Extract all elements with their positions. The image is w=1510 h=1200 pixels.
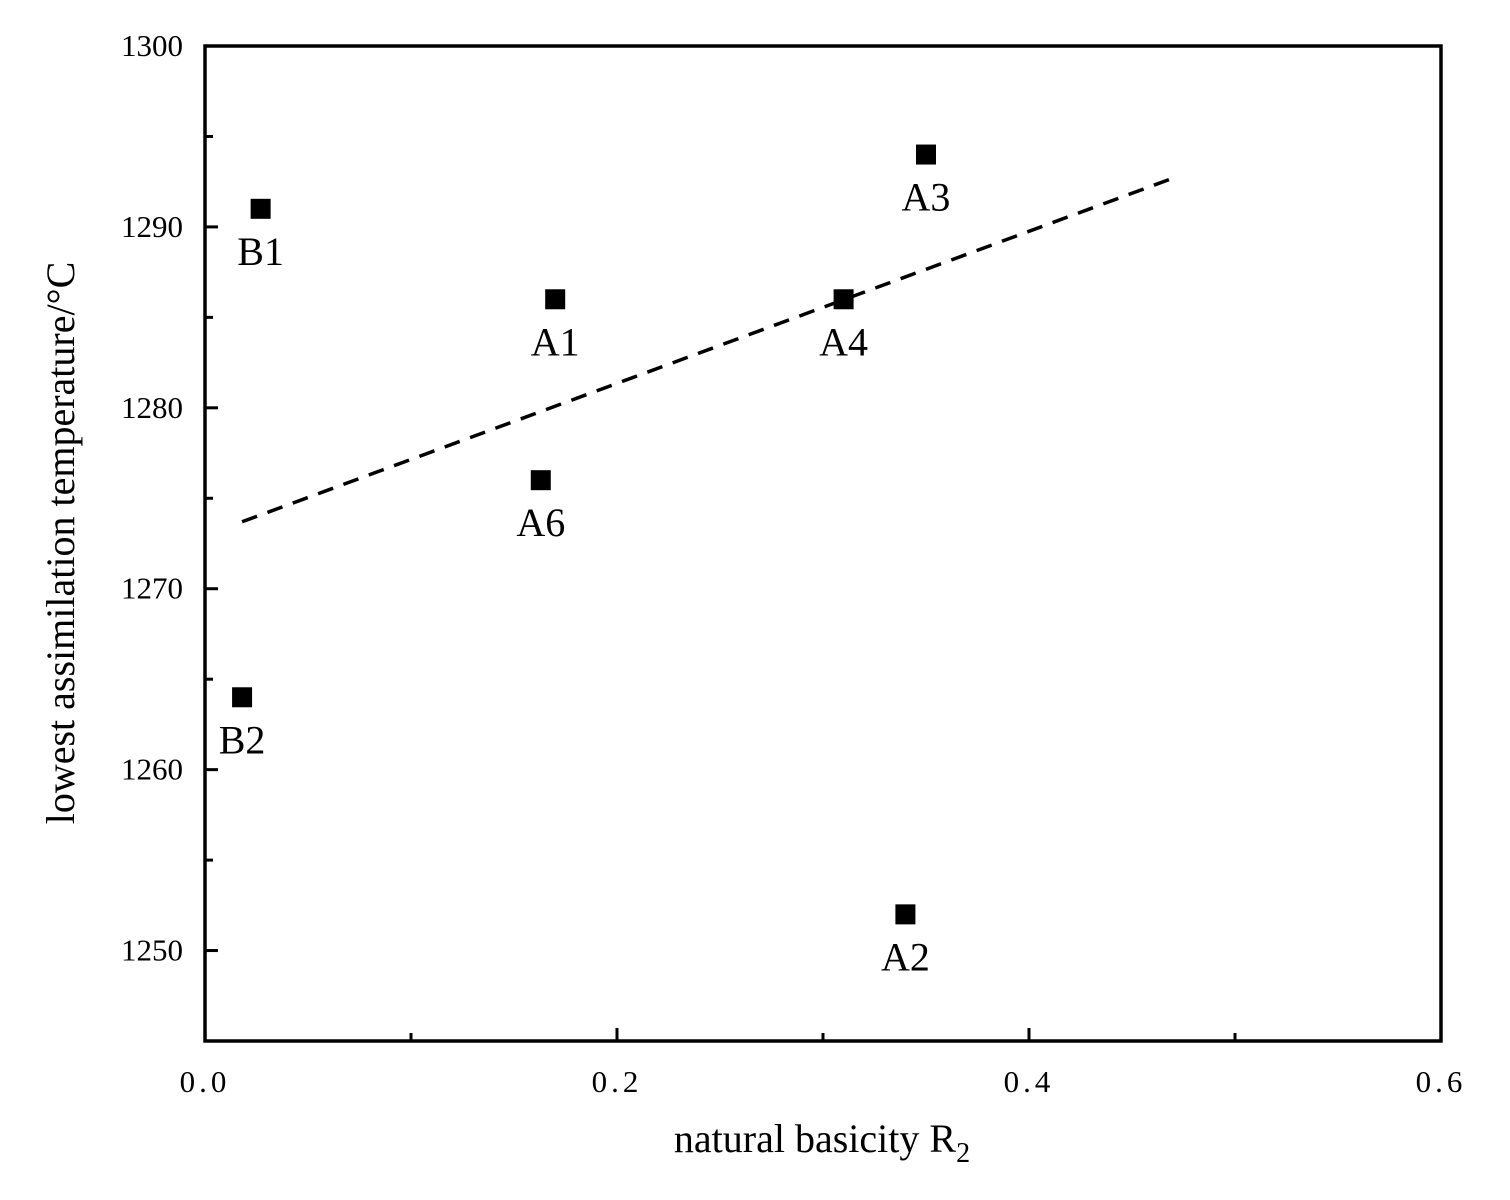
y-tick-label: 1290 (121, 209, 183, 244)
x-axis-label-subscript: 2 (956, 1138, 970, 1169)
data-point-a1 (545, 289, 566, 310)
x-tick-label: 0.0 (180, 1064, 231, 1099)
point-label-a4: A4 (819, 319, 868, 364)
x-axis-label-text: natural basicity R (674, 1116, 956, 1161)
point-labels: B1 B2 A1 A2 A3 A4 A6 (219, 175, 951, 980)
point-label-a2: A2 (881, 934, 930, 979)
y-tick-label: 1260 (121, 752, 183, 787)
data-point-b2 (232, 687, 253, 708)
x-tick-labels: 0.0 0.2 0.4 0.6 (180, 1064, 1467, 1099)
point-label-b2: B2 (219, 717, 266, 762)
data-point-a4 (833, 289, 854, 310)
major-ticks (203, 44, 1443, 1041)
y-axis-label: lowest assimilation temperature/°C (38, 262, 83, 825)
x-axis-label: natural basicity R2 (674, 1116, 970, 1169)
y-tick-label: 1250 (121, 933, 183, 968)
plot-frame (203, 44, 1443, 1043)
point-label-a1: A1 (531, 319, 580, 364)
data-point-a3 (916, 144, 936, 165)
y-tick-label: 1300 (121, 28, 183, 63)
y-tick-label: 1280 (121, 390, 183, 425)
minor-ticks (205, 134, 1237, 1041)
point-label-a3: A3 (902, 175, 951, 220)
x-tick-label: 0.6 (1416, 1064, 1467, 1099)
trendline (241, 176, 1174, 524)
data-points (232, 144, 936, 925)
y-tick-label: 1270 (121, 571, 183, 606)
data-point-b1 (250, 198, 271, 219)
point-label-a6: A6 (516, 500, 565, 545)
x-tick-label: 0.2 (592, 1064, 643, 1099)
data-point-a2 (895, 904, 916, 925)
x-tick-label: 0.4 (1004, 1064, 1055, 1099)
point-label-b1: B1 (237, 229, 284, 274)
trendline-group (241, 176, 1174, 524)
y-tick-labels: 1250 1260 1270 1280 1290 1300 (121, 28, 183, 968)
data-point-a6 (530, 470, 551, 491)
